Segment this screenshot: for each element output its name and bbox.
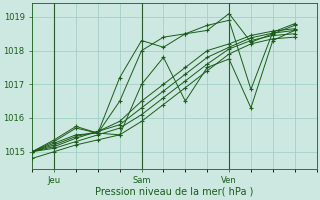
X-axis label: Pression niveau de la mer( hPa ): Pression niveau de la mer( hPa ): [95, 187, 253, 197]
